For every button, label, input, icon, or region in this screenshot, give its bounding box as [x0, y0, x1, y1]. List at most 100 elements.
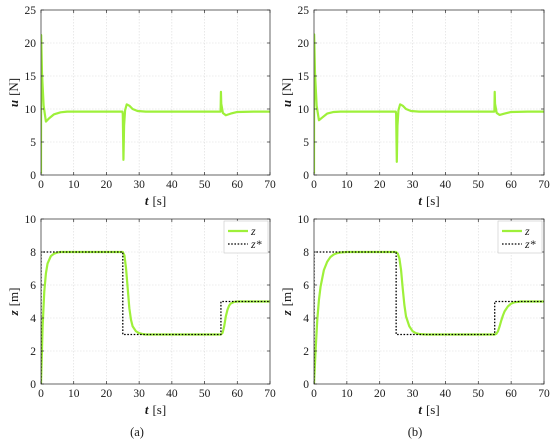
- series-line-z: [41, 250, 270, 385]
- y-axis-symbol: u: [279, 100, 294, 107]
- legend-label-z: z: [524, 224, 530, 238]
- y-tick-label: 0: [303, 379, 309, 391]
- y-tick-label: 6: [30, 280, 36, 292]
- legend-label-z-ref: z*: [524, 237, 536, 251]
- x-tick-label: 40: [440, 179, 452, 191]
- y-tick-label: 20: [25, 38, 37, 50]
- legend-box: [223, 220, 269, 254]
- x-axis-symbol: t: [145, 402, 149, 417]
- x-tick-label: 10: [68, 179, 80, 191]
- y-tick-label: 10: [298, 214, 310, 226]
- x-axis-unit: [s]: [152, 193, 166, 208]
- x-axis-unit: [s]: [152, 402, 166, 417]
- y-tick-label: 0: [30, 170, 36, 182]
- x-tick-label: 0: [311, 179, 317, 191]
- x-tick-label: 70: [264, 179, 276, 191]
- y-axis-unit: [N]: [279, 78, 294, 96]
- y-tick-label: 10: [298, 104, 310, 116]
- y-tick-label: 0: [30, 379, 36, 391]
- series-line-u: [41, 33, 270, 174]
- y-tick-label: 5: [303, 137, 309, 149]
- x-tick-label: 50: [473, 388, 485, 400]
- x-tick-label: 60: [505, 388, 517, 400]
- x-tick-label: 40: [166, 179, 178, 191]
- y-axis-label: z [m]: [279, 288, 294, 317]
- x-axis-unit: [s]: [426, 193, 440, 208]
- y-tick-label: 25: [25, 5, 37, 17]
- y-tick-label: 4: [30, 313, 36, 325]
- y-axis-label: u [N]: [6, 78, 21, 107]
- y-tick-label: 2: [303, 346, 309, 358]
- legend-label-z: z: [250, 224, 256, 238]
- x-tick-label: 60: [505, 179, 517, 191]
- y-axis-unit: [m]: [6, 288, 21, 307]
- y-tick-label: 8: [303, 247, 309, 259]
- plot-frame: [313, 9, 545, 176]
- x-tick-label: 60: [232, 388, 244, 400]
- y-tick-label: 10: [25, 104, 37, 116]
- x-tick-label: 40: [166, 388, 178, 400]
- x-axis-label: t [s]: [145, 193, 166, 208]
- legend-box: [497, 220, 543, 254]
- chart-panel-b-top: 0 10 20 30 40 50 60 70 0 5 10 15 20 25 t [s] u [N]: [279, 5, 550, 208]
- x-tick-label: 40: [440, 388, 452, 400]
- y-tick-label: 10: [25, 214, 37, 226]
- x-tick-label: 30: [133, 179, 145, 191]
- y-tick-label: 5: [30, 137, 36, 149]
- caption-b: (b): [408, 425, 423, 439]
- x-tick-label: 70: [538, 179, 550, 191]
- x-axis-label: t [s]: [418, 193, 439, 208]
- x-tick-label: 0: [38, 179, 44, 191]
- x-tick-label: 30: [133, 388, 145, 400]
- y-axis-label: z [m]: [6, 288, 21, 317]
- y-axis-symbol: z: [6, 309, 21, 316]
- x-axis-label: t [s]: [418, 402, 439, 417]
- x-tick-label: 10: [341, 388, 353, 400]
- x-axis-symbol: t: [145, 193, 149, 208]
- y-axis-unit: [N]: [6, 78, 21, 96]
- y-tick-label: 2: [30, 346, 36, 358]
- x-tick-label: 20: [101, 179, 113, 191]
- x-tick-label: 50: [199, 388, 211, 400]
- plot-frame: [313, 218, 545, 385]
- series-line-u: [314, 33, 544, 174]
- y-axis-label: u [N]: [279, 78, 294, 107]
- legend-label-z-ref: z*: [250, 237, 262, 251]
- x-tick-label: 20: [101, 388, 113, 400]
- series-line-z: [314, 250, 544, 385]
- x-tick-label: 70: [538, 388, 550, 400]
- x-axis-symbol: t: [418, 193, 422, 208]
- y-tick-label: 20: [298, 38, 310, 50]
- y-axis-unit: [m]: [279, 288, 294, 307]
- x-axis-label: t [s]: [145, 402, 166, 417]
- caption-a: (a): [130, 425, 144, 439]
- y-tick-label: 25: [298, 5, 310, 17]
- x-tick-label: 30: [407, 388, 419, 400]
- plot-frame: [40, 218, 271, 385]
- x-tick-label: 0: [311, 388, 317, 400]
- x-tick-label: 0: [38, 388, 44, 400]
- y-tick-label: 6: [303, 280, 309, 292]
- y-axis-symbol: z: [279, 309, 294, 316]
- x-tick-label: 60: [232, 179, 244, 191]
- x-tick-label: 50: [473, 179, 485, 191]
- x-tick-label: 70: [264, 388, 276, 400]
- x-tick-label: 10: [341, 179, 353, 191]
- x-tick-label: 20: [374, 179, 386, 191]
- y-tick-label: 15: [298, 71, 310, 83]
- x-axis-unit: [s]: [426, 402, 440, 417]
- x-tick-label: 10: [68, 388, 80, 400]
- y-axis-symbol: u: [6, 100, 21, 107]
- y-tick-label: 4: [303, 313, 309, 325]
- chart-panel-a-top: 0 10 20 30 40 50 60 70 0 5 10 15 20 25 t [s] u [N]: [6, 5, 276, 208]
- x-tick-label: 30: [407, 179, 419, 191]
- x-axis-symbol: t: [418, 402, 422, 417]
- y-tick-label: 0: [303, 170, 309, 182]
- y-tick-label: 8: [30, 247, 36, 259]
- plot-frame: [40, 9, 271, 176]
- x-tick-label: 20: [374, 388, 386, 400]
- y-tick-label: 15: [25, 71, 37, 83]
